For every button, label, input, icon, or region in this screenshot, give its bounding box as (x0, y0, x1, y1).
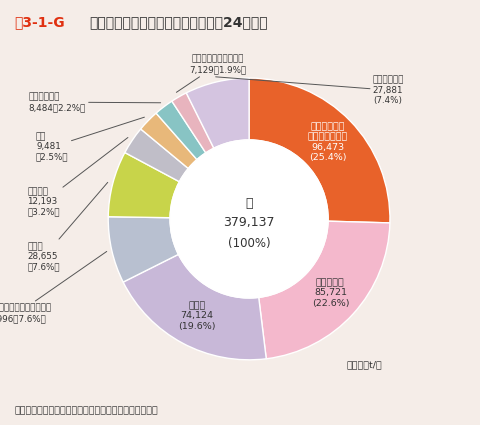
Text: (100%): (100%) (228, 237, 270, 249)
Text: 電気・ガス・
熱供給・水道業
96,473
(25.4%): 電気・ガス・ 熱供給・水道業 96,473 (25.4%) (307, 122, 348, 162)
Wedge shape (108, 217, 178, 282)
Text: 建設業
74,124
(19.6%): 建設業 74,124 (19.6%) (178, 301, 216, 331)
Circle shape (170, 140, 327, 298)
Text: 産業廃棄物の業種別排出量（平成24年度）: 産業廃棄物の業種別排出量（平成24年度） (89, 15, 267, 29)
Text: 図3-1-G: 図3-1-G (14, 15, 65, 29)
Text: 鉱業
9,481
（2.5%）: 鉱業 9,481 （2.5%） (36, 117, 144, 162)
Wedge shape (249, 78, 389, 223)
Text: 379,137: 379,137 (223, 216, 274, 229)
Text: 資料：環境省「産業廃棄物排出・処理状況調査報告書」: 資料：環境省「産業廃棄物排出・処理状況調査報告書」 (14, 407, 158, 416)
Text: 化学工業
12,193
（3.2%）: 化学工業 12,193 （3.2%） (27, 138, 128, 217)
Wedge shape (258, 221, 389, 359)
Wedge shape (108, 153, 179, 218)
Text: 単位：千t/年: 単位：千t/年 (346, 361, 381, 370)
Text: 計: 計 (245, 197, 252, 210)
Text: 鉄鋼業
28,655
（7.6%）: 鉄鋼業 28,655 （7.6%） (27, 182, 108, 272)
Text: 農業、林業
85,721
(22.6%): 農業、林業 85,721 (22.6%) (311, 278, 348, 308)
Wedge shape (171, 93, 214, 153)
Wedge shape (123, 255, 266, 360)
Wedge shape (125, 129, 188, 182)
Text: その他の業種
27,881
(7.4%): その他の業種 27,881 (7.4%) (215, 75, 403, 105)
Text: パルプ・紙・紙加工品製造業
28,996（7.6%）: パルプ・紙・紙加工品製造業 28,996（7.6%） (0, 252, 107, 323)
Wedge shape (186, 78, 249, 148)
Wedge shape (156, 101, 205, 160)
Wedge shape (141, 113, 196, 168)
Text: 食料品製造業
8,484（2.2%）: 食料品製造業 8,484（2.2%） (28, 93, 160, 112)
Text: 窯業・土石製品製造業
7,129（1.9%）: 窯業・土石製品製造業 7,129（1.9%） (176, 55, 246, 92)
